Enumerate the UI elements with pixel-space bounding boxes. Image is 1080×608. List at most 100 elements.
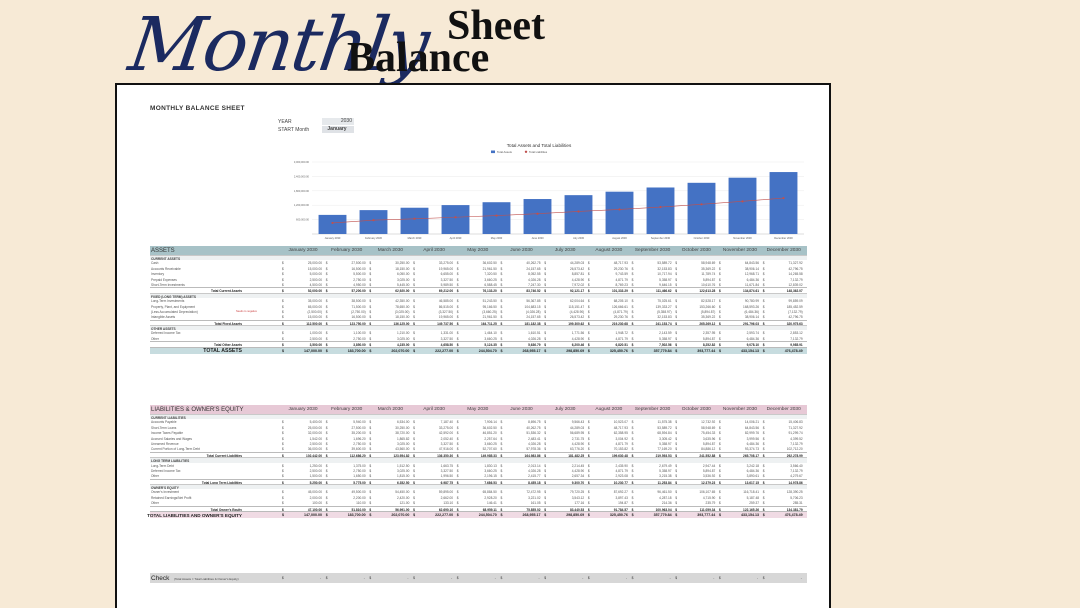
cell-value: 59,895.00 <box>438 490 454 495</box>
currency-symbol: $ <box>675 480 678 485</box>
cell-value: 3,242.18 <box>746 463 759 468</box>
currency-symbol: $ <box>456 299 459 304</box>
year-input[interactable]: 2030 <box>322 118 354 125</box>
currency-symbol: $ <box>413 463 415 468</box>
row-note: Needs to negative <box>236 310 257 314</box>
cell-value: 357,779.84 <box>653 513 672 518</box>
cell-value: 47,916.00 <box>438 447 454 452</box>
currency-symbol: $ <box>369 501 372 506</box>
cell-value: 1,331.00 <box>440 331 454 336</box>
currency-symbol: $ <box>762 474 765 479</box>
cell-value: 116,718.41 <box>743 490 759 495</box>
month-header: August 2030 <box>595 248 623 253</box>
cell-value: 83,746.52 <box>526 289 541 294</box>
x-tick-label: November 2030 <box>733 236 752 240</box>
currency-symbol: $ <box>631 490 634 495</box>
currency-symbol: $ <box>500 309 503 314</box>
currency-symbol: $ <box>631 261 634 266</box>
cell-value: 4,871.79 <box>615 277 628 282</box>
currency-symbol: $ <box>282 304 284 309</box>
cell-value: 35,369.22 <box>701 266 716 271</box>
currency-symbol: $ <box>456 490 459 495</box>
cell-value: 5,940.00 <box>353 420 366 425</box>
currency-symbol: $ <box>456 441 459 446</box>
cell-value: 1,210.00 <box>396 331 410 336</box>
cell-value: 75,454.33 <box>701 431 716 436</box>
currency-symbol: $ <box>587 321 590 326</box>
cell-value: 9,300.70 <box>571 480 585 485</box>
assets-table: ASSETS January 2030 February 2030 March 203… <box>150 246 807 354</box>
cell-value: 63,776.20 <box>570 447 585 452</box>
currency-symbol: $ <box>456 336 459 341</box>
x-tick-label: April 2030 <box>450 236 462 240</box>
currency-symbol: $ <box>762 299 765 304</box>
cell-value: 134,874.61 <box>743 289 759 294</box>
currency-symbol: $ <box>675 425 678 430</box>
point-total-liabilities <box>413 217 416 220</box>
cell-value: 4,279.67 <box>790 474 803 479</box>
currency-symbol: $ <box>369 420 372 425</box>
cell-value: 4,658.50 <box>440 343 454 348</box>
currency-symbol: $ <box>369 343 372 348</box>
currency-symbol: $ <box>675 321 678 326</box>
currency-symbol: $ <box>675 348 678 353</box>
currency-symbol: $ <box>325 495 328 500</box>
currency-symbol: $ <box>587 331 590 336</box>
currency-symbol: $ <box>282 463 284 468</box>
legend-label-liabilities: Total Liabilities <box>529 150 548 154</box>
cell-value: 3,897.43 <box>615 495 628 500</box>
cell-value: 1,948.72 <box>615 331 628 336</box>
cell-value: 146.41 <box>487 501 497 506</box>
currency-symbol: $ <box>413 441 415 446</box>
currency-symbol: $ <box>500 261 503 266</box>
currency-symbol: $ <box>544 309 546 314</box>
cell-value: (5,894.87) <box>700 309 716 314</box>
row-label: Current Portion of Long-Term Debt <box>151 447 200 452</box>
cell-value: 49,500.00 <box>351 490 366 495</box>
cell-value: 71,327.92 <box>788 425 803 430</box>
currency-symbol: $ <box>719 348 721 353</box>
cell-value: 5,775.00 <box>353 480 366 485</box>
cell-value: 6,484.36 <box>746 468 759 473</box>
cell-value: 2,013.14 <box>528 463 541 468</box>
currency-symbol: $ <box>500 507 503 512</box>
y-tick-label: 1,800,000.00 <box>294 189 310 193</box>
cell-value: 12,379.23 <box>701 480 716 485</box>
cell-value: 5,500.00 <box>353 272 366 277</box>
cell-value: 46,851.20 <box>482 431 497 436</box>
cell-value: 6,987.75 <box>440 480 454 485</box>
currency-symbol: $ <box>369 474 372 479</box>
cell-value: 7,320.50 <box>484 272 497 277</box>
currency-symbol: $ <box>631 289 634 294</box>
start-month-label: START Month <box>278 127 310 133</box>
currency-symbol: $ <box>719 474 721 479</box>
cell-value: 5,358.97 <box>659 277 672 282</box>
row-label: Inventory <box>151 272 165 277</box>
currency-symbol: $ <box>544 468 546 473</box>
cell-value: 47,100.00 <box>307 507 322 512</box>
cell-value: 2,200.00 <box>353 495 366 500</box>
currency-symbol: $ <box>762 463 765 468</box>
table-row: Accrued Salaries and Wages $1,542.00 $1,69… <box>150 436 807 441</box>
table-row: Inventory $5,000.00 $5,500.00 $6,050.00 $6,6… <box>150 271 807 276</box>
cell-value: 25,000.00 <box>307 261 322 266</box>
cell-value: 123,750.00 <box>349 321 366 326</box>
currency-symbol: $ <box>631 299 634 304</box>
point-total-liabilities <box>331 221 334 225</box>
cell-value: 1,815.00 <box>396 474 410 479</box>
cell-value: 68,205.10 <box>613 299 628 304</box>
currency-symbol: $ <box>500 277 503 282</box>
currency-symbol: $ <box>282 447 284 452</box>
check-currency: $ <box>369 576 372 580</box>
currency-symbol: $ <box>325 420 328 425</box>
currency-symbol: $ <box>762 266 765 271</box>
cell-value: 241,153.74 <box>655 321 672 326</box>
currency-symbol: $ <box>413 282 415 287</box>
start-month-select[interactable]: January <box>322 126 354 133</box>
cell-value: 4,950.00 <box>353 282 366 287</box>
cell-value: 1,375.00 <box>353 463 366 468</box>
row-label: Owner's Investment <box>151 490 180 495</box>
cell-value: 3,025.00 <box>396 336 410 341</box>
currency-symbol: $ <box>369 282 372 287</box>
currency-symbol: $ <box>369 277 372 282</box>
